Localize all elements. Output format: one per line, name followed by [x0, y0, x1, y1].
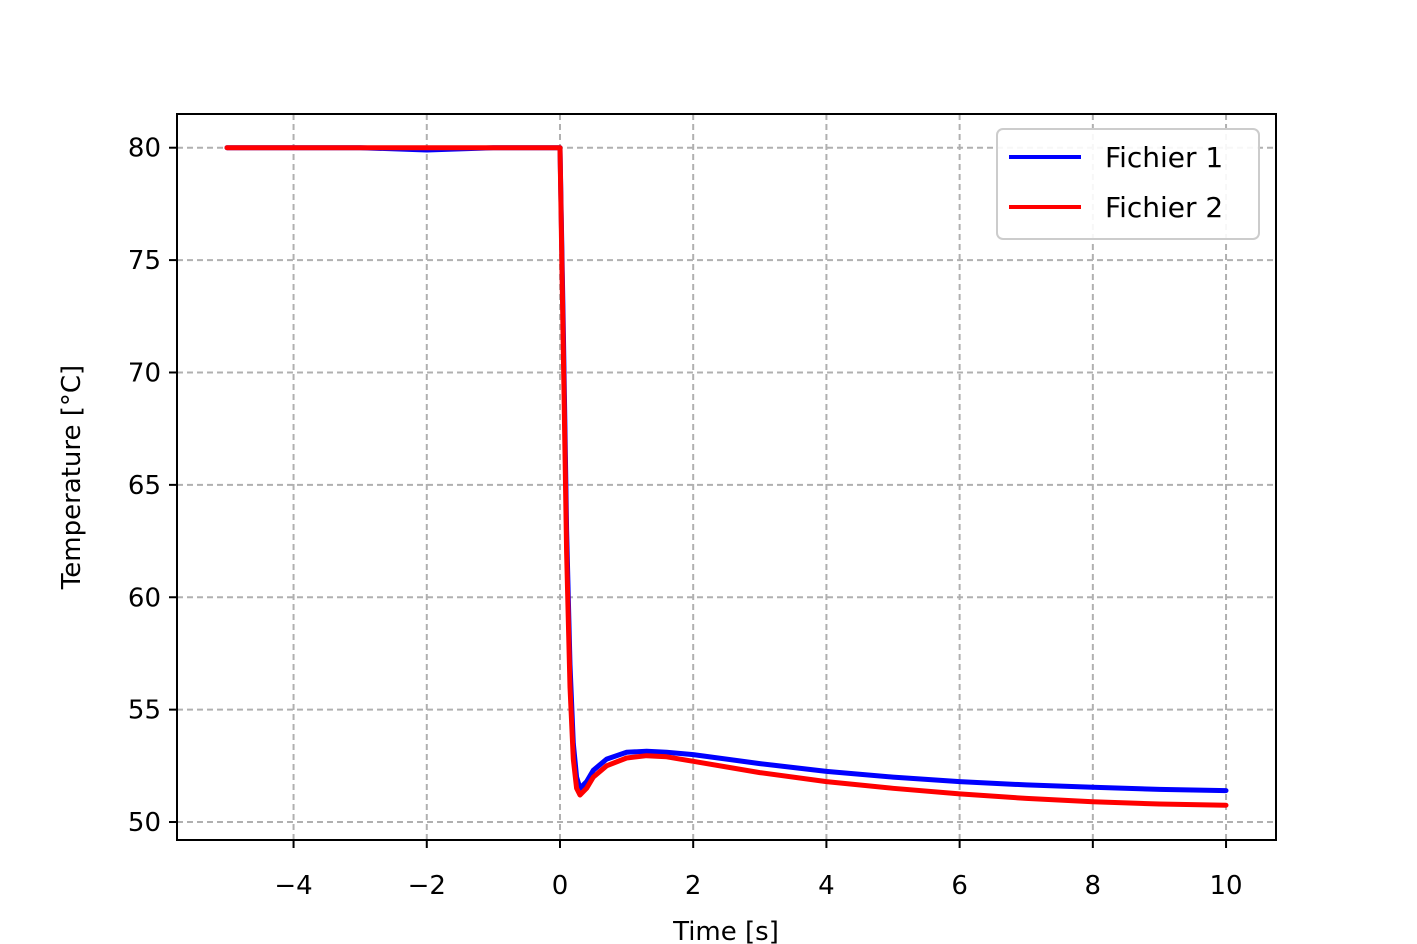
y-tick-label: 80	[128, 134, 161, 164]
x-axis: −4 −2 0 2 4 6 8 10	[274, 840, 1243, 901]
x-axis-label: Time [s]	[672, 917, 779, 944]
y-axis: 50 55 60 65 70 75 80	[128, 134, 177, 838]
legend-label-fichier-1: Fichier 1	[1105, 141, 1223, 174]
x-tick-label: 2	[685, 871, 702, 901]
x-tick-label: 6	[951, 871, 968, 901]
x-tick-label: −2	[408, 871, 446, 901]
legend-label-fichier-2: Fichier 2	[1105, 191, 1223, 224]
y-axis-label: Temperature [°C]	[57, 365, 87, 590]
x-tick-label: 10	[1209, 871, 1242, 901]
series-line-fichier-2	[224, 145, 1229, 808]
x-tick-label: 0	[552, 871, 569, 901]
plot-frame	[176, 113, 1277, 841]
y-tick-label: 50	[128, 808, 161, 838]
y-tick-label: 75	[128, 246, 161, 276]
y-tick-label: 65	[128, 471, 161, 501]
y-tick-label: 55	[128, 696, 161, 726]
x-tick-label: 8	[1085, 871, 1102, 901]
x-tick-label: 4	[818, 871, 835, 901]
x-tick-label: −4	[274, 871, 312, 901]
y-tick-label: 70	[128, 358, 161, 388]
series-layer	[224, 145, 1229, 808]
legend: Fichier 1 Fichier 2	[996, 128, 1260, 240]
y-tick-label: 60	[128, 583, 161, 613]
